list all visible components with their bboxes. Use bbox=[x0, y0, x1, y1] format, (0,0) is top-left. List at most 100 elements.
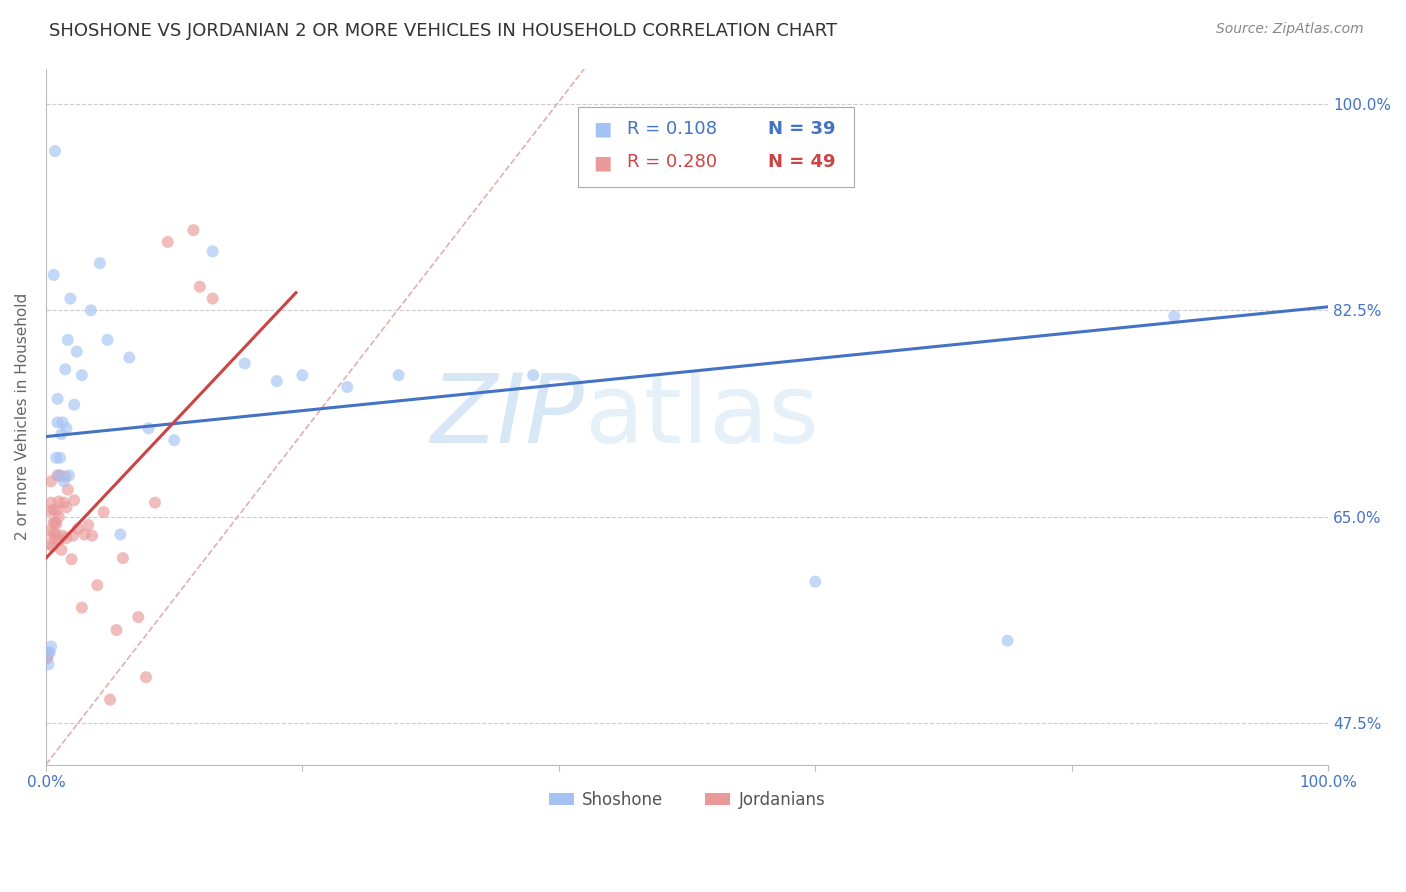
Point bbox=[49, 450, 72, 465]
Point bbox=[1163, 310, 1185, 324]
Point bbox=[156, 235, 179, 249]
Point bbox=[46, 392, 69, 406]
Point bbox=[66, 344, 89, 359]
Point bbox=[39, 640, 62, 654]
Point bbox=[138, 421, 160, 435]
Point bbox=[66, 522, 89, 536]
Point bbox=[44, 144, 66, 158]
Point bbox=[233, 356, 256, 370]
Point bbox=[89, 256, 111, 270]
Point bbox=[201, 244, 224, 259]
Text: R = 0.280: R = 0.280 bbox=[627, 153, 717, 171]
Point bbox=[38, 645, 60, 659]
Point bbox=[55, 500, 77, 515]
Point bbox=[98, 692, 121, 706]
Y-axis label: 2 or more Vehicles in Household: 2 or more Vehicles in Household bbox=[15, 293, 30, 541]
Text: N = 49: N = 49 bbox=[768, 153, 835, 171]
Text: ■: ■ bbox=[593, 153, 612, 172]
Point bbox=[82, 529, 104, 543]
Point bbox=[38, 645, 60, 659]
Point bbox=[37, 647, 59, 661]
Point bbox=[62, 529, 84, 543]
Point bbox=[118, 351, 141, 365]
Point bbox=[59, 292, 82, 306]
Point bbox=[188, 279, 211, 293]
Point bbox=[55, 531, 77, 545]
Point bbox=[49, 468, 72, 483]
Point bbox=[127, 610, 149, 624]
Point bbox=[39, 495, 62, 509]
Point bbox=[48, 468, 70, 483]
Point bbox=[266, 374, 288, 388]
Point bbox=[45, 450, 67, 465]
Point bbox=[387, 368, 409, 383]
Point bbox=[48, 533, 70, 548]
Point bbox=[46, 468, 69, 483]
Text: atlas: atlas bbox=[585, 370, 820, 463]
Point bbox=[51, 427, 73, 442]
Point bbox=[336, 380, 359, 394]
Text: R = 0.108: R = 0.108 bbox=[627, 120, 717, 138]
Point bbox=[997, 633, 1019, 648]
Point bbox=[163, 433, 186, 447]
Point bbox=[86, 578, 108, 592]
Legend: Shoshone, Jordanians: Shoshone, Jordanians bbox=[543, 784, 832, 815]
Point bbox=[56, 483, 79, 497]
Point bbox=[70, 368, 93, 383]
Point bbox=[53, 362, 76, 376]
Point bbox=[48, 494, 70, 508]
Text: SHOSHONE VS JORDANIAN 2 OR MORE VEHICLES IN HOUSEHOLD CORRELATION CHART: SHOSHONE VS JORDANIAN 2 OR MORE VEHICLES… bbox=[49, 22, 838, 40]
Point bbox=[111, 551, 134, 566]
Point bbox=[41, 539, 63, 553]
Point bbox=[63, 493, 86, 508]
Point bbox=[73, 527, 96, 541]
Point bbox=[63, 398, 86, 412]
FancyBboxPatch shape bbox=[578, 107, 853, 186]
Point bbox=[53, 469, 76, 483]
Point bbox=[38, 537, 60, 551]
Point bbox=[143, 495, 166, 509]
Point bbox=[60, 552, 83, 566]
Point bbox=[804, 574, 827, 589]
Point bbox=[46, 416, 69, 430]
Point bbox=[52, 495, 75, 509]
Text: ■: ■ bbox=[593, 120, 612, 138]
Point bbox=[52, 416, 75, 430]
Point bbox=[70, 600, 93, 615]
Point bbox=[38, 504, 60, 518]
Point bbox=[105, 623, 128, 637]
Point bbox=[58, 468, 80, 483]
Point bbox=[80, 303, 103, 318]
Point bbox=[93, 505, 115, 519]
Point bbox=[52, 529, 75, 543]
Point bbox=[48, 509, 70, 524]
Point bbox=[110, 527, 132, 541]
Point bbox=[96, 333, 118, 347]
Point bbox=[38, 657, 60, 672]
Point bbox=[51, 542, 73, 557]
Point bbox=[52, 475, 75, 489]
Point bbox=[201, 292, 224, 306]
Point bbox=[55, 421, 77, 435]
Point bbox=[37, 651, 59, 665]
Point bbox=[45, 516, 67, 531]
Point bbox=[42, 268, 65, 282]
Point bbox=[42, 526, 65, 541]
Point bbox=[38, 524, 60, 538]
Text: Source: ZipAtlas.com: Source: ZipAtlas.com bbox=[1216, 22, 1364, 37]
Point bbox=[42, 502, 65, 516]
Text: ZIP: ZIP bbox=[430, 370, 585, 463]
Text: N = 39: N = 39 bbox=[768, 120, 835, 138]
Point bbox=[183, 223, 205, 237]
Point bbox=[56, 333, 79, 347]
Point bbox=[135, 670, 157, 684]
Point bbox=[39, 475, 62, 489]
Point bbox=[44, 516, 66, 530]
Point bbox=[42, 516, 65, 530]
Point bbox=[522, 368, 544, 383]
Point bbox=[37, 648, 59, 663]
Point bbox=[291, 368, 314, 383]
Point bbox=[44, 531, 66, 545]
Point bbox=[77, 518, 100, 533]
Point bbox=[45, 527, 67, 541]
